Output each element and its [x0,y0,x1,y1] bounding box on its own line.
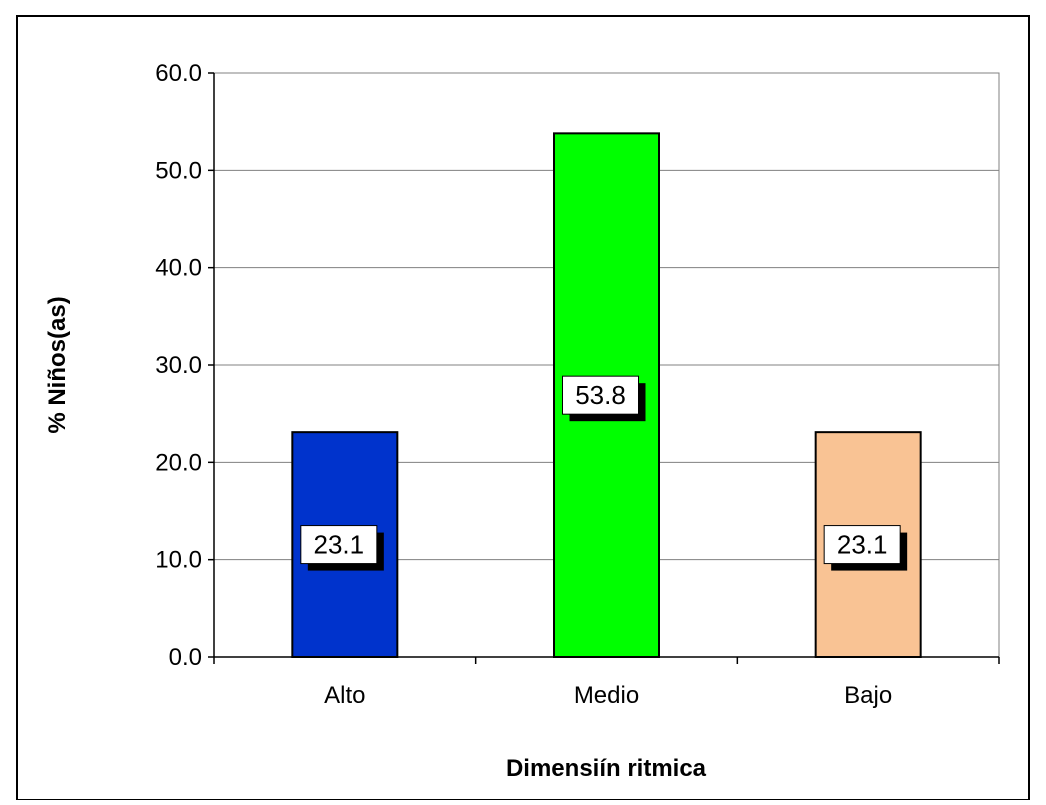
y-tick-label: 40.0 [155,255,202,282]
data-label-box [823,525,901,565]
data-label: 23.1 [314,530,365,560]
x-tick-label: Medio [574,682,639,709]
x-tick-label: Alto [324,682,365,709]
data-label-box [562,375,639,415]
y-tick-label: 0.0 [169,644,202,671]
x-tick-label: Bajo [844,682,892,709]
axes [208,72,1000,664]
x-axis-title: Dimensiín ritmica [506,755,707,782]
data-label: 53.8 [575,380,626,410]
data-label-box [300,525,378,565]
tick-labels: 0.0 10.0 20.0 30.0 40.0 50.0 60.0 Alto Medio Bajo [155,60,892,709]
y-tick-label: 60.0 [155,60,202,87]
y-axis-title: % Niños(as) [44,296,71,433]
y-tick-label: 20.0 [155,449,202,476]
y-tick-label: 30.0 [155,352,202,379]
y-tick-label: 50.0 [155,157,202,184]
data-label: 23.1 [837,530,888,560]
data-labels: 23.1 53.8 23.1 [300,375,908,571]
y-tick-label: 10.0 [155,547,202,574]
